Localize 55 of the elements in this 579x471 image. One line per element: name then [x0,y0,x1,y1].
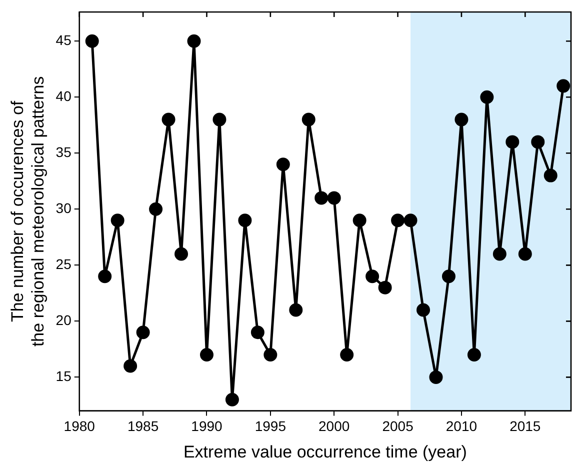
point [289,303,303,317]
point [467,348,481,362]
x-tick-label: 2005 [382,418,414,434]
point [302,112,316,126]
point [531,135,545,149]
point [404,214,418,228]
y-tick-label: 15 [56,368,72,384]
point [212,112,226,126]
y-tick-label: 20 [56,312,72,328]
y-axis-title: The number of occurences of the regional meteorological patterns [8,76,48,347]
point [378,280,392,294]
point [442,270,456,284]
x-tick-label: 1990 [191,418,223,434]
point [327,191,341,205]
point [225,392,239,406]
point [416,303,430,317]
point [391,214,405,228]
point [250,326,264,340]
point [544,168,558,182]
point [162,112,176,126]
point [110,214,124,228]
point [174,247,188,261]
point [98,270,112,284]
y-tick-label: 45 [56,32,72,48]
x-tick-label: 1985 [127,418,159,434]
point [200,348,214,362]
point [124,359,138,373]
point [556,79,570,93]
point [480,90,494,104]
point [352,214,366,228]
y-tick-label: 25 [56,256,72,272]
x-tick-label: 1980 [64,418,96,434]
point [187,34,201,48]
x-axis-title: Extreme value occurrence time (year) [183,442,467,462]
x-tick-label: 1995 [254,418,286,434]
point [506,135,520,149]
point [264,348,278,362]
y-tick-label: 30 [56,200,72,216]
point [314,191,328,205]
point [149,202,163,216]
point [238,214,252,228]
x-tick-label: 2010 [446,418,478,434]
point [518,247,532,261]
point [492,247,506,261]
x-tick-label: 2015 [510,418,541,434]
y-tick-label: 40 [56,88,72,104]
point [429,370,443,384]
point [454,112,468,126]
point [366,270,380,284]
y-tick-label: 35 [56,144,72,160]
point [85,34,99,48]
point [340,348,354,362]
point [136,326,150,340]
x-tick-label: 2000 [318,418,350,434]
point [276,158,290,172]
